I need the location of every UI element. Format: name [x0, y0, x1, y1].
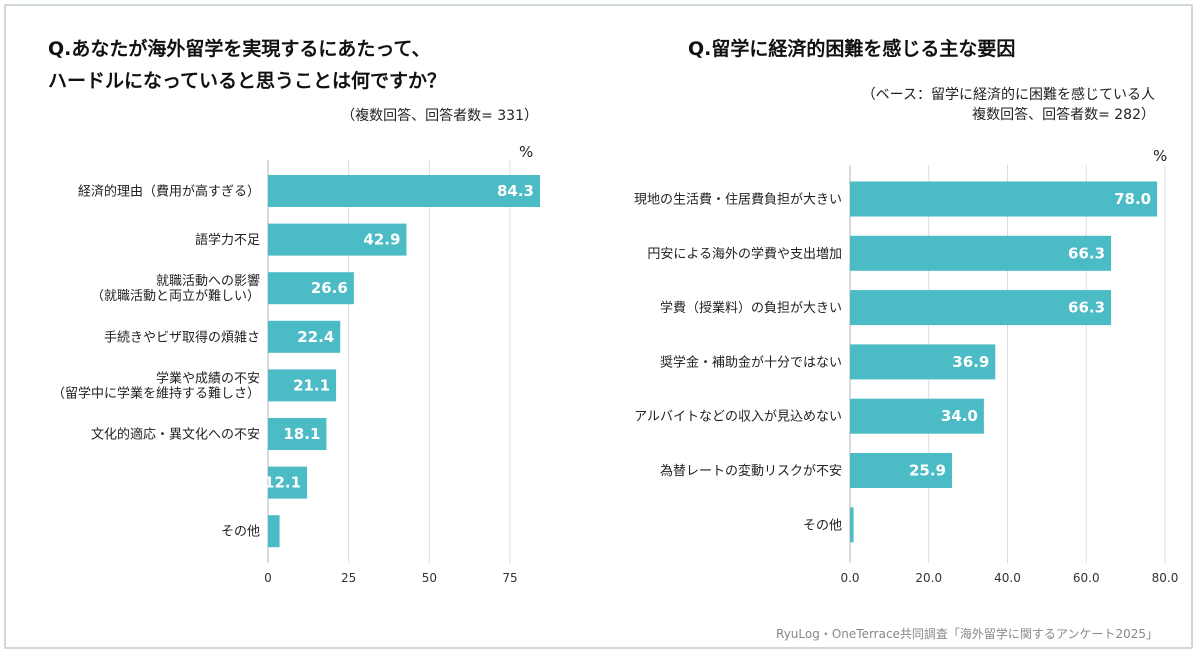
- chart1-category-label: 学業や成績の不安: [156, 370, 260, 386]
- chart2-bar: [850, 507, 854, 543]
- chart1-bar: [268, 515, 280, 548]
- chart1-unit: %: [519, 143, 534, 161]
- chart1-data-label: 18.1: [283, 425, 320, 443]
- chart2-data-label: 78.0: [1114, 190, 1151, 208]
- chart1-tick-label: 75: [502, 571, 517, 585]
- chart2-tick-label: 60.0: [1073, 571, 1100, 585]
- chart2-bar: [850, 453, 952, 488]
- chart2-unit: %: [1153, 147, 1168, 165]
- chart2-data-label: 34.0: [941, 407, 978, 425]
- chart2-tick-label: 0.0: [840, 571, 859, 585]
- chart1-data-label: 22.4: [297, 328, 334, 346]
- chart2-category-label: アルバイトなどの収入が見込めない: [634, 410, 842, 425]
- chart2-tick-label: 20.0: [915, 571, 942, 585]
- chart1-bar: [268, 466, 308, 499]
- chart1-data-label: 12.1: [264, 474, 301, 492]
- chart2-tick-label: 80.0: [1152, 571, 1179, 585]
- chart2-bar: [850, 181, 1158, 217]
- chart2-bar: [850, 290, 1112, 326]
- chart2-data-label: 66.3: [1068, 244, 1105, 262]
- chart2-data-label: 36.9: [952, 353, 989, 371]
- chart2-category-label: 奨学金・補助金が十分ではない: [660, 354, 842, 370]
- chart1-title-line2: ハードルになっていると思うことは何ですか？: [48, 70, 447, 92]
- chart1-category-label: 経済的理由（費用が高すぎる）: [78, 184, 260, 200]
- chart1-bar: [268, 223, 407, 256]
- chart2-title: Q.留学に経済的困難を感じる主な要因: [688, 33, 1015, 65]
- chart1-data-label: 84.3: [497, 182, 534, 200]
- chart1-bar: [268, 320, 341, 353]
- chart2-data-label: 66.3: [1068, 299, 1105, 317]
- chart2-title-line1: Q.留学に経済的困難を感じる主な要因: [688, 38, 1016, 60]
- chart1-category-label: 文化的適応・異文化への不安: [91, 427, 260, 443]
- chart1-bar: [268, 272, 354, 305]
- chart1-category-label: その他: [221, 525, 260, 540]
- chart2-category-label: 学費（授業料）の負担が大きい: [660, 300, 842, 316]
- chart2-note-line1: （ベース：留学に経済的に困難を感じている人: [861, 87, 1155, 103]
- chart1-category-label: 語学力不足: [195, 232, 260, 248]
- chart1-title-line1: Q.あなたが海外留学を実現するにあたって、: [48, 38, 431, 60]
- chart1-tick-label: 50: [422, 571, 437, 585]
- chart-frame: [4, 4, 1193, 649]
- chart2-bar: [850, 235, 1112, 271]
- chart2-bar: [850, 398, 984, 434]
- chart1-category-label: 手続きやビザ取得の煩雑さ: [104, 329, 260, 345]
- chart1-category-label: （留学中に学業を維持する難しさ）: [52, 385, 260, 401]
- source-footer: RyuLog・OneTerrace共同調査「海外留学に関するアンケート2025」: [776, 627, 1158, 641]
- chart1-tick-label: 0: [264, 571, 272, 585]
- chart1-bar: [268, 369, 337, 402]
- chart1-data-label: 21.1: [293, 376, 330, 394]
- chart1-note-line1: （複数回答、回答者数= 331）: [341, 108, 538, 124]
- chart2-category-label: 円安による海外の学費や支出増加: [647, 246, 842, 262]
- chart2-bar: [850, 344, 996, 380]
- chart1-data-label: 26.6: [311, 279, 348, 297]
- chart1-note: （複数回答、回答者数= 331）: [341, 106, 538, 126]
- chart2-tick-label: 40.0: [994, 571, 1021, 585]
- chart2-category-label: 現地の生活費・住居費負担が大きい: [634, 193, 842, 208]
- chart1-category-label: （就職活動と両立が難しい）: [91, 289, 260, 304]
- chart1-bar: [268, 418, 327, 450]
- chart1-title: Q.あなたが海外留学を実現するにあたって、 ハードルになっていると思うことは何で…: [48, 33, 446, 97]
- chart2-note-line2: 複数回答、回答者数= 282）: [972, 107, 1155, 123]
- chart1-data-label: 42.9: [363, 231, 400, 249]
- chart2-category-label: 為替レートの変動リスクが不安: [660, 463, 842, 479]
- chart1-tick-label: 25: [341, 571, 356, 585]
- chart2-note: （ベース：留学に経済的に困難を感じている人 複数回答、回答者数= 282）: [862, 85, 1155, 125]
- chart2-data-label: 25.9: [909, 462, 946, 480]
- chart2-category-label: その他: [803, 518, 842, 533]
- chart1-bar: [268, 175, 540, 207]
- chart1-category-label: 就職活動への影響: [156, 273, 260, 289]
